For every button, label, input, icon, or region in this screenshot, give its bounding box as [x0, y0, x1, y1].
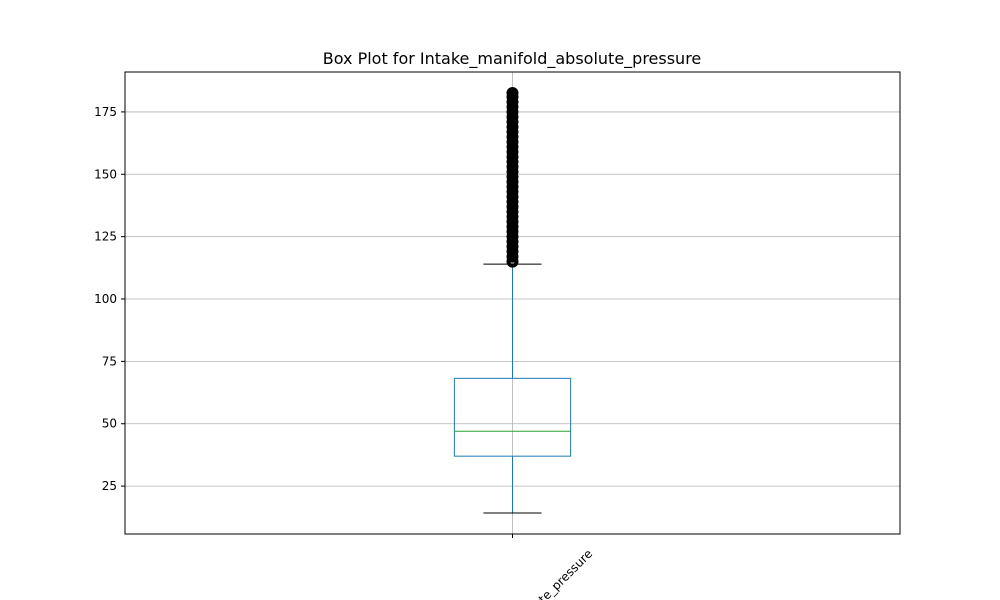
y-tick-label: 50 [102, 417, 117, 431]
plot-frame [124, 71, 901, 535]
outlier [506, 86, 519, 99]
box [453, 377, 572, 457]
y-tick-label: 100 [94, 292, 117, 306]
y-tick-label: 25 [102, 479, 117, 493]
x-tick-label: Intake_manifold_absolute_pressure [436, 547, 595, 600]
y-tick-label: 150 [94, 167, 117, 181]
chart-title: Box Plot for Intake_manifold_absolute_pr… [323, 49, 702, 69]
y-tick-label: 125 [94, 230, 117, 244]
y-tick-label: 175 [94, 105, 117, 119]
y-tick-label: 75 [102, 354, 117, 368]
